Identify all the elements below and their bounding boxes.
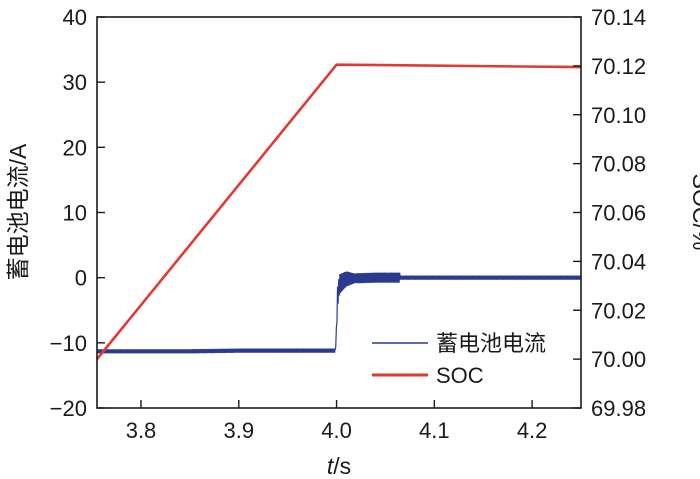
y-right-axis-ticks: 69.98 70.00 70.02 70.04 70.06 70.08 70.10 70.12… xyxy=(573,5,646,421)
x-axis-title: t/s xyxy=(327,453,351,479)
series-layer xyxy=(95,63,582,360)
x-tick-label: 4.1 xyxy=(419,418,450,443)
series-line-current xyxy=(96,271,582,354)
x-tick-label: 3.8 xyxy=(126,418,157,443)
y-right-tick-label: 69.98 xyxy=(591,396,646,421)
y-left-tick-label: 0 xyxy=(75,266,87,291)
y-left-tick-label: 10 xyxy=(63,201,87,226)
legend-label-current: 蓄电池电流 xyxy=(436,331,546,356)
y-right-tick-label: 70.02 xyxy=(591,298,646,323)
series-line-soc xyxy=(95,63,582,360)
x-tick-label: 4.2 xyxy=(517,418,548,443)
x-tick-label: 3.9 xyxy=(223,418,254,443)
legend-label-soc: SOC xyxy=(436,363,484,388)
y-left-tick-label: −10 xyxy=(50,331,87,356)
y-right-tick-label: 70.08 xyxy=(591,152,646,177)
x-axis-title-unit: /s xyxy=(333,453,351,479)
y-right-tick-label: 70.00 xyxy=(591,347,646,372)
x-axis-title-italic: t xyxy=(327,453,335,479)
y-right-axis-title: SOC/% xyxy=(688,174,700,251)
y-left-tick-label: 30 xyxy=(63,70,87,95)
y-right-tick-label: 70.10 xyxy=(591,103,646,128)
y-left-axis-ticks: −20 −10 0 10 20 30 40 xyxy=(50,5,105,421)
y-left-axis-title: 蓄电池电流/A xyxy=(5,143,31,280)
y-right-tick-label: 70.12 xyxy=(591,54,646,79)
x-tick-label: 4.0 xyxy=(321,418,352,443)
y-left-tick-label: −20 xyxy=(50,396,87,421)
y-right-tick-label: 70.04 xyxy=(591,249,646,274)
x-axis-ticks: 3.8 3.9 4.0 4.1 4.2 xyxy=(126,400,548,443)
y-left-tick-label: 40 xyxy=(63,5,87,30)
legend: 蓄电池电流 SOC xyxy=(372,331,546,388)
y-right-tick-label: 70.06 xyxy=(591,201,646,226)
y-left-tick-label: 20 xyxy=(63,135,87,160)
y-right-tick-label: 70.14 xyxy=(591,5,646,30)
